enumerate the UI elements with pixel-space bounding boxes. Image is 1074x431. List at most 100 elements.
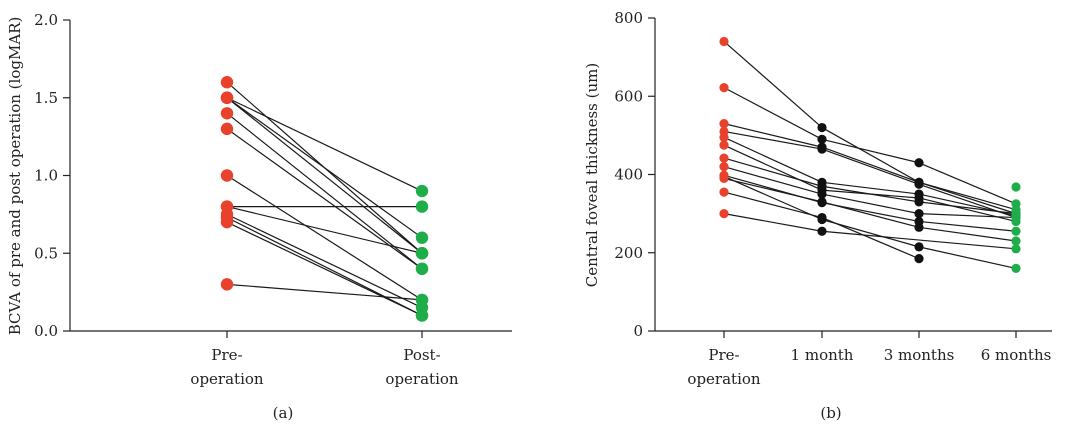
connector-line bbox=[918, 162, 1017, 205]
panel-b-y-axis-label: Central foveal thickness (um) bbox=[583, 63, 601, 287]
connector-line bbox=[723, 157, 823, 187]
connector-line bbox=[723, 136, 823, 183]
data-point bbox=[719, 162, 729, 172]
data-point bbox=[914, 209, 924, 219]
data-point bbox=[914, 222, 924, 232]
connector-line bbox=[918, 181, 1017, 215]
data-point bbox=[220, 91, 234, 104]
data-point bbox=[719, 171, 729, 182]
connector-line bbox=[723, 166, 823, 195]
connector-line bbox=[226, 128, 423, 270]
y-tick-label: 600 bbox=[614, 87, 643, 105]
y-tick-label: 400 bbox=[614, 166, 643, 184]
data-point bbox=[1011, 236, 1021, 246]
connector-line bbox=[226, 97, 423, 239]
data-point bbox=[220, 278, 234, 291]
data-point bbox=[719, 119, 729, 129]
panel-a-connector-lines bbox=[226, 81, 423, 316]
connector-line bbox=[226, 174, 423, 301]
connector-line bbox=[821, 185, 920, 203]
x-tick-label: Pre- bbox=[708, 346, 739, 364]
connector-line bbox=[723, 123, 823, 148]
data-point bbox=[415, 262, 429, 275]
connector-line bbox=[226, 221, 423, 316]
connector-line bbox=[723, 177, 823, 203]
connector-line bbox=[723, 175, 823, 221]
data-point bbox=[914, 254, 924, 264]
y-tick-label: 2.0 bbox=[34, 11, 58, 29]
panel-a-y-ticks: 0.0 0.5 1.0 1.5 2.0 bbox=[34, 11, 70, 340]
y-tick-label: 800 bbox=[614, 9, 643, 27]
y-tick-label: 1.0 bbox=[34, 167, 58, 185]
x-tick-label: Post- bbox=[403, 346, 440, 364]
data-point bbox=[719, 209, 729, 219]
data-point bbox=[817, 197, 827, 207]
connector-line bbox=[723, 41, 823, 129]
data-point bbox=[719, 140, 729, 150]
connector-line bbox=[723, 130, 823, 150]
connector-line bbox=[918, 197, 1017, 223]
data-point bbox=[220, 169, 234, 182]
data-point bbox=[817, 122, 827, 133]
data-point bbox=[914, 197, 924, 207]
connector-line bbox=[918, 181, 1017, 211]
connector-line bbox=[821, 201, 920, 228]
connector-line bbox=[918, 213, 1017, 219]
data-point bbox=[220, 76, 234, 89]
data-point bbox=[719, 36, 729, 47]
data-point bbox=[1011, 263, 1021, 273]
data-point bbox=[1011, 244, 1021, 254]
panel-b-points bbox=[719, 36, 1021, 273]
data-point bbox=[415, 247, 429, 260]
y-tick-label: 1.5 bbox=[34, 89, 58, 107]
connector-line bbox=[821, 146, 920, 183]
data-point bbox=[220, 122, 234, 136]
data-point bbox=[1011, 212, 1021, 223]
connector-line bbox=[821, 138, 920, 164]
panel-a-label: (a) bbox=[273, 404, 294, 422]
connector-line bbox=[918, 246, 1017, 269]
y-tick-label: 0.0 bbox=[34, 322, 58, 340]
connector-line bbox=[226, 216, 423, 316]
data-point bbox=[415, 200, 429, 213]
panel-b-connector-lines bbox=[723, 41, 1017, 269]
data-point bbox=[817, 134, 827, 144]
data-point bbox=[719, 187, 729, 197]
data-point bbox=[415, 184, 429, 198]
panel-a-points bbox=[220, 76, 429, 322]
panel-b-x-ticks: Pre-operation 1 month 3 months 6 months bbox=[687, 331, 1051, 388]
connector-line bbox=[821, 216, 920, 260]
connector-line bbox=[821, 127, 920, 183]
data-point bbox=[415, 231, 429, 244]
connector-line bbox=[918, 201, 1017, 215]
connector-line bbox=[226, 97, 423, 254]
data-point bbox=[220, 107, 234, 120]
data-point bbox=[415, 293, 429, 307]
panel-b-y-ticks: 0 200 400 600 800 bbox=[614, 9, 655, 340]
data-point bbox=[1011, 182, 1021, 192]
data-point bbox=[914, 158, 924, 168]
data-point bbox=[719, 132, 729, 142]
x-tick-label: 6 months bbox=[981, 346, 1052, 364]
data-point bbox=[914, 179, 924, 189]
connector-line bbox=[723, 191, 823, 219]
x-tick-label: operation bbox=[687, 370, 760, 388]
connector-line bbox=[918, 220, 1017, 232]
connector-line bbox=[226, 283, 423, 301]
panel-a-x-ticks: Pre-operation Post-operation bbox=[190, 331, 459, 388]
data-point bbox=[220, 215, 234, 229]
data-point bbox=[817, 144, 827, 154]
connector-line bbox=[723, 87, 823, 140]
data-point bbox=[415, 309, 429, 322]
panel-b-foveal-thickness-chart: 0 200 400 600 800 Pre-operation 1 month 3 mont… bbox=[583, 9, 1052, 422]
connector-line bbox=[226, 112, 423, 270]
x-tick-label: operation bbox=[190, 370, 263, 388]
y-tick-label: 0 bbox=[633, 322, 643, 340]
panel-a-y-axis-label: BCVA of pre and post operation (logMAR) bbox=[6, 17, 24, 336]
connector-line bbox=[723, 213, 823, 232]
connector-line bbox=[821, 148, 920, 185]
panel-a-bcva-chart: 0.0 0.5 1.0 1.5 2.0 Pre-operation Post-operat… bbox=[6, 11, 512, 422]
y-tick-label: 0.5 bbox=[34, 244, 58, 262]
data-point bbox=[817, 226, 827, 236]
